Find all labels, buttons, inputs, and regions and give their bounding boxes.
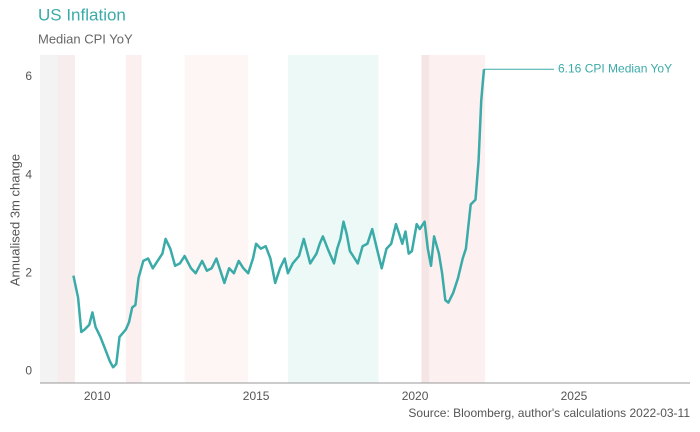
y-tick-label: 4 bbox=[25, 167, 32, 181]
line bbox=[72, 69, 486, 369]
shaded-region bbox=[287, 55, 379, 383]
chart-subtitle: Median CPI YoY bbox=[38, 31, 133, 46]
shaded-region bbox=[40, 55, 58, 383]
annotation: 6.16 CPI Median YoY bbox=[558, 61, 672, 75]
shaded-region bbox=[125, 55, 142, 383]
x-tick-label: 2015 bbox=[243, 389, 270, 403]
y-tick-label: 6 bbox=[25, 69, 32, 83]
chart-title: US Inflation bbox=[38, 5, 126, 24]
y-tick-label: 2 bbox=[25, 265, 32, 279]
shaded-region bbox=[429, 55, 485, 383]
y-tick-label: 0 bbox=[25, 363, 32, 377]
shaded-region bbox=[57, 55, 75, 383]
shaded-region bbox=[184, 55, 249, 383]
x-tick-label: 2010 bbox=[84, 389, 111, 403]
shaded-region bbox=[421, 55, 430, 383]
y-axis-label: Annualised 3m change bbox=[7, 154, 22, 286]
x-tick-label: 2025 bbox=[561, 389, 588, 403]
x-tick-label: 2020 bbox=[402, 389, 429, 403]
source: Source: Bloomberg, author's calculations… bbox=[408, 406, 690, 420]
